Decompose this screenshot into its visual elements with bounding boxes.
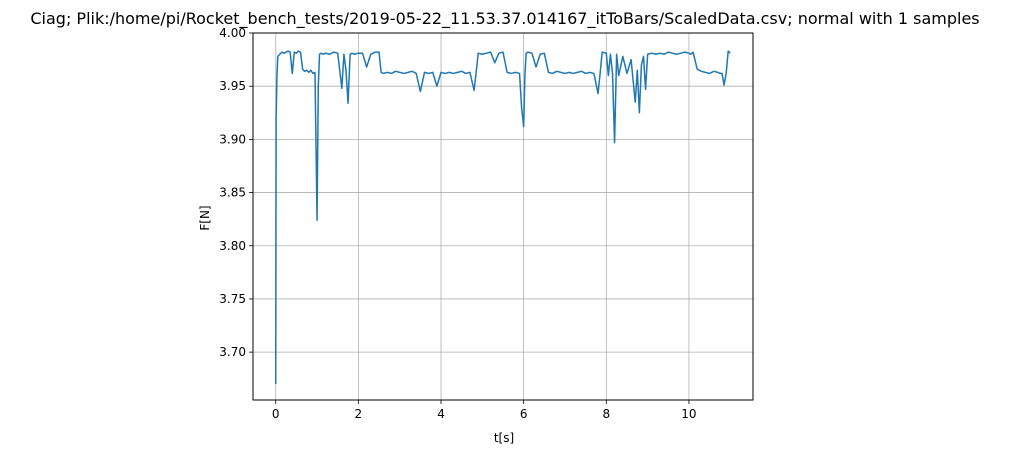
plot-frame xyxy=(252,32,754,401)
y-tick-label: 3.75 xyxy=(219,292,246,306)
series-line xyxy=(274,50,731,385)
y-tick-label: 3.95 xyxy=(219,79,246,93)
y-tick-label: 3.85 xyxy=(219,186,246,200)
x-tick-label: 10 xyxy=(681,407,696,421)
x-tick-label: 0 xyxy=(272,407,280,421)
x-axis: 0 2 4 6 8 10 xyxy=(272,400,697,421)
x-tick-label: 8 xyxy=(602,407,610,421)
grid xyxy=(253,32,753,400)
x-axis-label: t[s] xyxy=(494,431,514,445)
y-tick-label: 3.70 xyxy=(219,345,246,359)
x-tick-label: 4 xyxy=(437,407,445,421)
chart-title: Ciag; Plik:/home/pi/Rocket_bench_tests/2… xyxy=(30,9,979,29)
y-axis: 3.70 3.75 3.80 3.85 3.90 3.95 4.00 xyxy=(219,26,253,359)
y-tick-label: 3.80 xyxy=(219,239,246,253)
x-tick-label: 2 xyxy=(355,407,363,421)
series-layer xyxy=(274,50,731,385)
x-tick-label: 6 xyxy=(520,407,528,421)
y-tick-label: 3.90 xyxy=(219,132,246,146)
y-tick-label: 4.00 xyxy=(219,26,246,40)
y-axis-label: F[N] xyxy=(198,205,212,230)
